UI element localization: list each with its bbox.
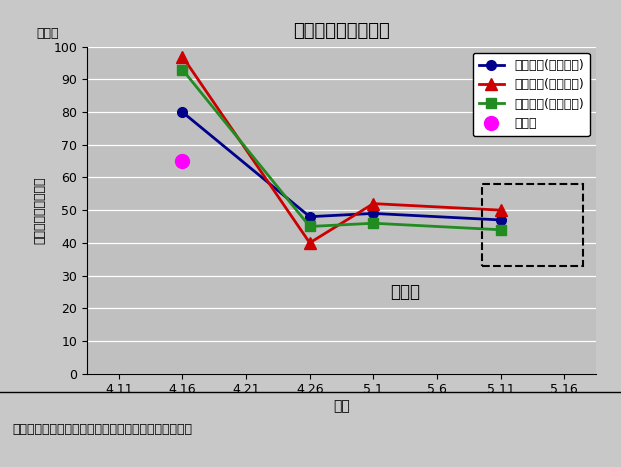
Line: 試験区２(水流調整): 試験区２(水流調整): [177, 51, 506, 248]
試験区１(水流調整): [369, 211, 377, 216]
Line: 試験区１(水流調整): 試験区１(水流調整): [178, 107, 505, 225]
Line: 試験区３(水位調整): 試験区３(水位調整): [178, 65, 505, 234]
試験区１(水流調整): [497, 217, 504, 223]
試験区１(水流調整): [306, 214, 314, 219]
Text: ふ化率: ふ化率: [390, 283, 420, 301]
試験区２(水流調整): [306, 240, 314, 246]
Legend: 試験区１(水流調整), 試験区２(水流調整), 試験区３(水位調整), 受精率: 試験区１(水流調整), 試験区２(水流調整), 試験区３(水位調整), 受精率: [473, 53, 590, 136]
Text: 図－１　ワカサギ卵の受精率、生卵率およびふ化率。: 図－１ ワカサギ卵の受精率、生卵率およびふ化率。: [12, 423, 193, 436]
Text: （％）: （％）: [36, 27, 58, 40]
試験区３(水位調整): [497, 227, 504, 233]
試験区２(水流調整): [179, 54, 186, 59]
Bar: [482, 184, 583, 266]
Y-axis label: 生卵率およびふ化率: 生卵率およびふ化率: [34, 177, 47, 244]
X-axis label: 月日: 月日: [333, 399, 350, 413]
試験区３(水位調整): [179, 67, 186, 72]
Title: 生卵率およびふ化率: 生卵率およびふ化率: [293, 21, 390, 40]
試験区３(水位調整): [369, 220, 377, 226]
試験区２(水流調整): [369, 201, 377, 206]
試験区２(水流調整): [497, 207, 504, 213]
試験区１(水流調整): [179, 109, 186, 115]
試験区３(水位調整): [306, 224, 314, 229]
